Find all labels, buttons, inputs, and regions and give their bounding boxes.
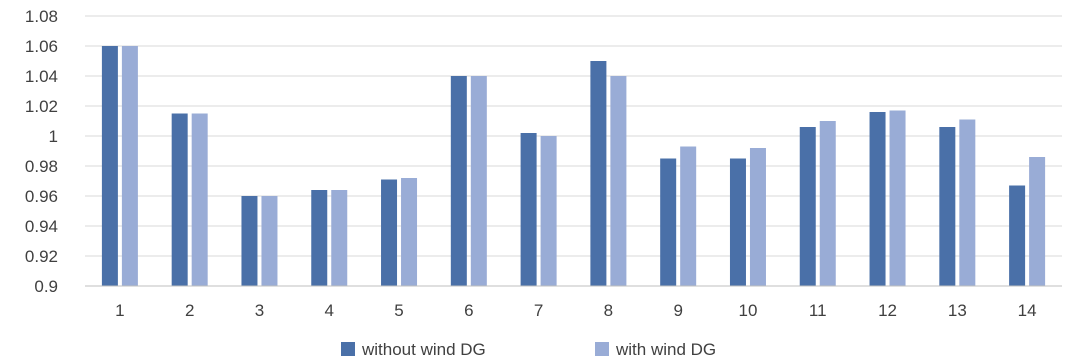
bar-with-wind-dg-5 <box>401 178 418 286</box>
x-tick-label: 12 <box>878 301 897 320</box>
y-tick-label: 0.94 <box>25 217 58 236</box>
y-tick-label: 1.08 <box>25 7 58 26</box>
x-tick-label: 5 <box>394 301 403 320</box>
y-tick-label: 1.06 <box>25 37 58 56</box>
bar-with-wind-dg-3 <box>261 196 278 286</box>
legend-label-with-wind-dg: with wind DG <box>615 340 716 359</box>
x-tick-label: 4 <box>325 301 334 320</box>
x-tick-labels: 1 2 3 4 5 6 7 8 9 10 11 12 13 14 <box>115 301 1036 320</box>
bar-with-wind-dg-12 <box>889 110 906 286</box>
bar-without-wind-dg-3 <box>241 196 258 286</box>
legend-label-without-wind-dg: without wind DG <box>361 340 486 359</box>
bar-without-wind-dg-8 <box>590 61 607 286</box>
x-tick-label: 10 <box>739 301 758 320</box>
bar-without-wind-dg-6 <box>450 76 467 286</box>
bar-with-wind-dg-8 <box>610 76 627 286</box>
bar-with-wind-dg-13 <box>959 119 976 286</box>
y-tick-labels: 0.9 0.92 0.94 0.96 0.98 1 1.02 1.04 1.06 1.08 <box>25 7 58 296</box>
bar-without-wind-dg-11 <box>799 127 816 286</box>
x-tick-label: 7 <box>534 301 543 320</box>
bar-with-wind-dg-9 <box>680 146 697 286</box>
bar-without-wind-dg-1 <box>101 46 118 286</box>
legend: without wind DG with wind DG <box>341 340 716 359</box>
y-tick-label: 0.98 <box>25 157 58 176</box>
bar-with-wind-dg-14 <box>1029 157 1046 286</box>
legend-swatch-with-wind-dg <box>595 342 609 356</box>
bar-with-wind-dg-10 <box>749 148 766 286</box>
x-tick-label: 1 <box>115 301 124 320</box>
bar-without-wind-dg-10 <box>729 158 746 286</box>
bar-with-wind-dg-7 <box>540 136 557 286</box>
x-tick-label: 9 <box>673 301 682 320</box>
x-tick-label: 8 <box>604 301 613 320</box>
x-tick-label: 2 <box>185 301 194 320</box>
y-tick-label: 1.02 <box>25 97 58 116</box>
y-tick-label: 1.04 <box>25 67 58 86</box>
x-tick-label: 11 <box>809 301 827 320</box>
bar-without-wind-dg-5 <box>381 179 398 286</box>
x-tick-label: 13 <box>948 301 967 320</box>
x-tick-label: 6 <box>464 301 473 320</box>
bar-without-wind-dg-14 <box>1009 185 1026 286</box>
x-tick-label: 14 <box>1018 301 1037 320</box>
bar-with-wind-dg-2 <box>191 113 208 286</box>
bar-without-wind-dg-13 <box>939 127 956 286</box>
bar-without-wind-dg-7 <box>520 133 537 286</box>
bar-with-wind-dg-1 <box>121 46 138 286</box>
y-tick-label: 1 <box>49 127 58 146</box>
y-tick-label: 0.92 <box>25 247 58 266</box>
y-tick-label: 0.9 <box>34 277 58 296</box>
bar-with-wind-dg-4 <box>331 190 348 286</box>
bar-without-wind-dg-4 <box>311 190 328 286</box>
gridlines <box>85 15 1062 257</box>
bar-without-wind-dg-9 <box>660 158 677 286</box>
legend-swatch-without-wind-dg <box>341 342 355 356</box>
bar-without-wind-dg-2 <box>171 113 188 286</box>
bar-without-wind-dg-12 <box>869 112 886 286</box>
bar-with-wind-dg-6 <box>470 76 487 286</box>
bars <box>101 46 1046 286</box>
y-tick-label: 0.96 <box>25 187 58 206</box>
x-tick-label: 3 <box>255 301 264 320</box>
bar-with-wind-dg-11 <box>819 121 836 286</box>
